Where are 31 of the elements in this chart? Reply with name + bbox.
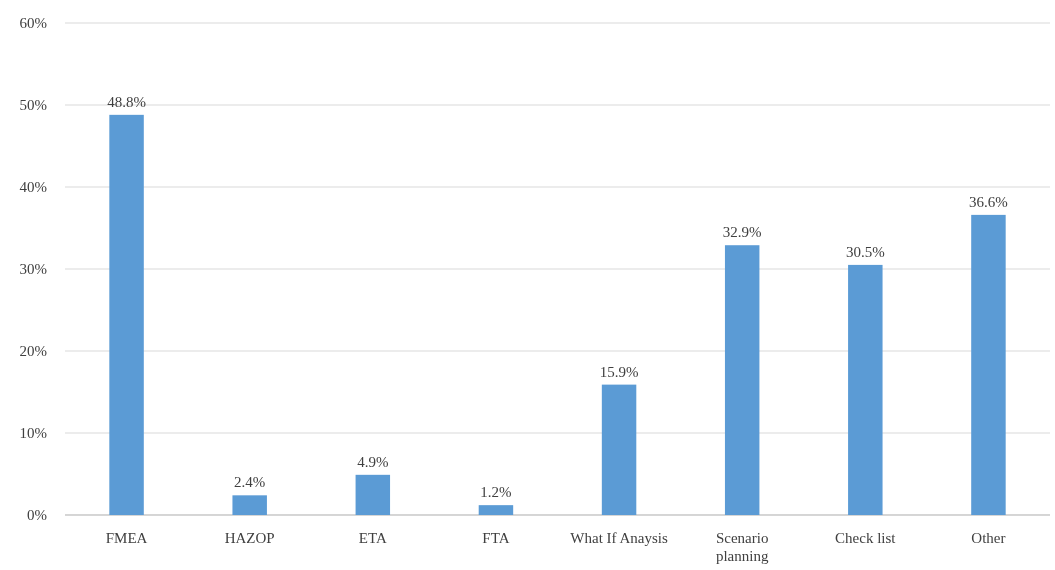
data-label: 1.2% [480,484,512,501]
y-tick-label: 0% [27,507,47,524]
bar [478,505,514,515]
data-label: 15.9% [599,363,639,380]
x-tick-label: What If Anaysis [570,530,668,546]
x-tick-label: FMEA [105,530,148,546]
y-tick-label: 50% [19,97,47,114]
bar [601,384,637,515]
bar [109,114,144,515]
y-tick-label: 30% [19,261,47,278]
data-label: 30.5% [845,243,885,260]
y-tick-label: 40% [19,179,47,196]
x-tick-label: Check list [835,530,897,546]
x-tick-label: Other [971,530,1006,546]
data-label: 36.6% [969,193,1008,210]
y-tick-label: 60% [19,15,47,32]
x-tick-label: Scenario planning [715,530,769,564]
y-tick-label: 10% [19,425,47,442]
x-tick-label: HAZOP [224,530,275,546]
data-label: 4.9% [357,453,389,470]
bar [971,214,1006,515]
data-label: 2.4% [234,474,266,491]
bar [724,245,760,515]
data-label: 32.9% [722,224,762,241]
bar [848,264,883,515]
data-label: 48.8% [107,93,146,110]
x-tick-label: FTA [482,530,510,546]
x-tick-label: ETA [358,530,387,546]
bar [355,474,391,515]
y-tick-label: 20% [19,343,47,360]
bar [232,495,267,515]
